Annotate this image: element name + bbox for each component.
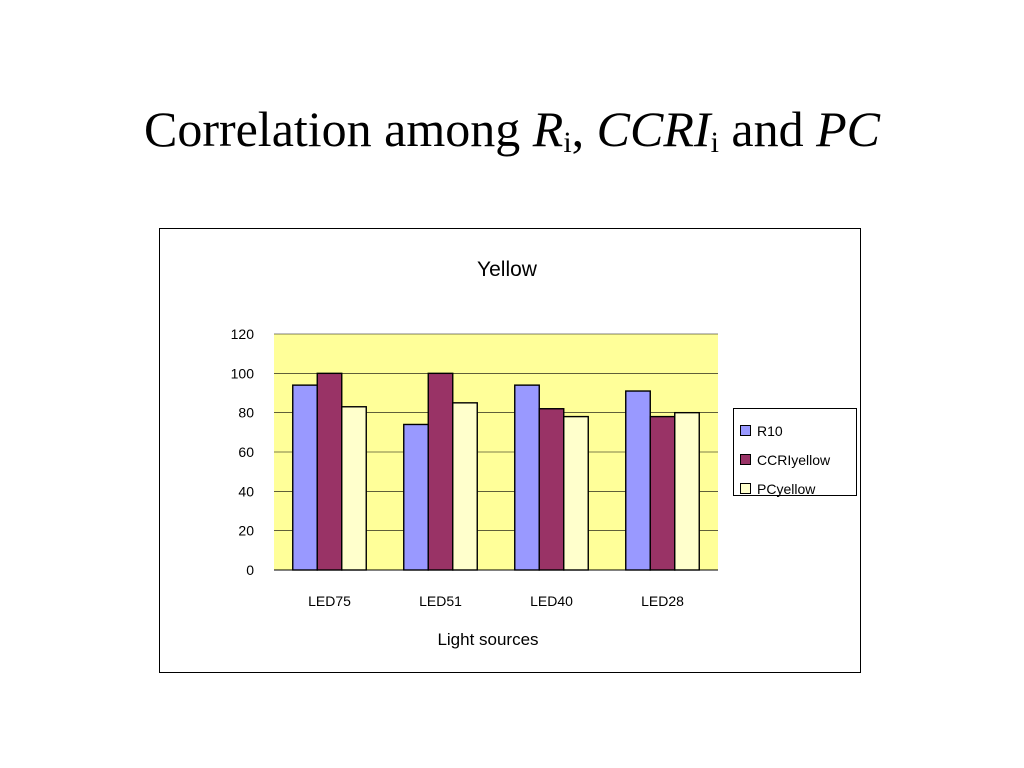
bar-ccriyellow-led51 (427, 372, 454, 571)
legend-swatch-pcyellow (740, 483, 751, 494)
bar-r10-led51 (403, 423, 429, 571)
legend-item-pcyellow: PCyellow (734, 474, 856, 503)
bar-r10-led75 (292, 384, 318, 571)
bar-ccriyellow-led75 (316, 372, 343, 571)
legend-label-r10: R10 (757, 422, 783, 439)
bar-pcyellow-led51 (452, 402, 478, 571)
bar-ccriyellow-led28 (649, 415, 676, 571)
title-ccri-subscript: i (710, 126, 719, 159)
bar-r10-led40 (514, 384, 540, 571)
slide-title: Correlation among Ri, CCRIi and PC (0, 100, 1024, 160)
x-tick-label: LED51 (419, 593, 462, 609)
title-r-subscript: i (563, 126, 572, 159)
legend-swatch-r10 (740, 425, 751, 436)
title-prefix: Correlation among (143, 101, 533, 157)
title-r: R (532, 101, 564, 157)
bar-pcyellow-led75 (341, 406, 367, 571)
x-tick-label: LED28 (641, 593, 684, 609)
title-pc: PC (816, 101, 881, 157)
bars (292, 372, 700, 571)
chart-legend: R10 CCRIyellow PCyellow (733, 408, 857, 497)
title-separator: , (571, 101, 597, 157)
bar-r10-led28 (625, 390, 651, 571)
legend-swatch-ccriyellow (740, 454, 751, 465)
legend-item-r10: R10 (734, 416, 856, 445)
title-and: and (718, 101, 817, 157)
y-tick-label: 100 (231, 365, 255, 381)
x-tick-label: LED40 (530, 593, 573, 609)
y-tick-label: 80 (238, 405, 254, 421)
bar-pcyellow-led40 (563, 415, 589, 571)
y-axis-ticks: 0 20 40 60 80 100 120 (231, 326, 255, 578)
x-axis-title: Light sources (437, 630, 538, 649)
legend-label-ccriyellow: CCRIyellow (757, 451, 831, 468)
legend-item-ccriyellow: CCRIyellow (734, 445, 856, 474)
y-tick-label: 120 (231, 326, 255, 342)
y-tick-label: 20 (238, 523, 254, 539)
bar-pcyellow-led28 (674, 411, 700, 571)
y-tick-label: 40 (238, 483, 254, 499)
x-tick-label: LED75 (308, 593, 351, 609)
bar-ccriyellow-led40 (538, 408, 565, 571)
y-tick-label: 60 (238, 444, 254, 460)
legend-label-pcyellow: PCyellow (757, 480, 816, 497)
y-tick-label: 0 (246, 562, 254, 578)
x-axis-ticks: LED75 LED51 LED40 LED28 (308, 593, 684, 609)
title-ccri: CCRI (596, 101, 711, 157)
chart-title: Yellow (477, 258, 538, 281)
